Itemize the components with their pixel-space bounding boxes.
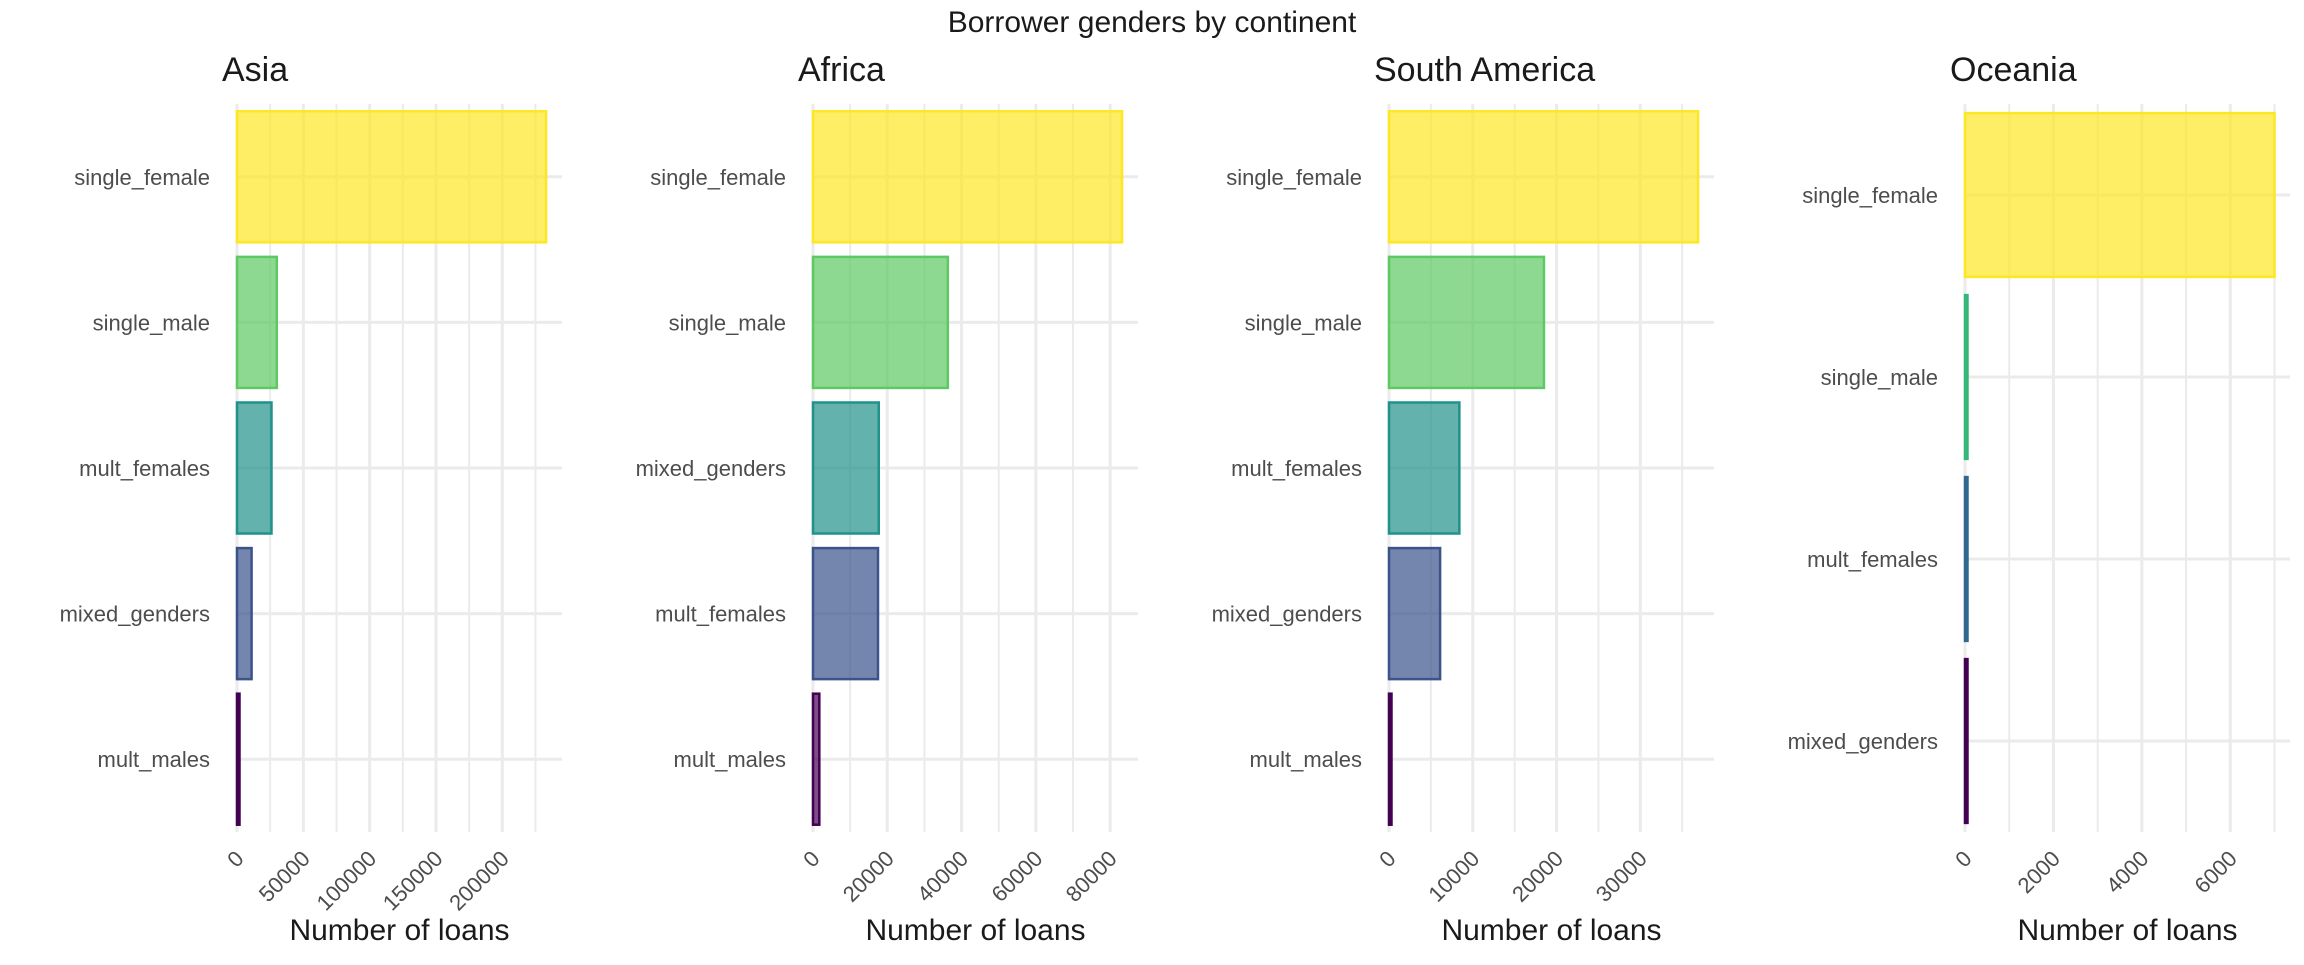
x-tick-label: 80000 bbox=[1061, 846, 1122, 907]
facet-oceania: Oceania single_female single_male mult_fema… bbox=[1788, 51, 2290, 947]
category-label: single_female bbox=[1226, 165, 1362, 190]
x-tick-label: 150000 bbox=[378, 846, 448, 916]
bar-mixed-genders bbox=[1387, 546, 1442, 681]
x-tick-label: 50000 bbox=[254, 846, 315, 907]
category-label: mult_males bbox=[674, 747, 786, 772]
x-tick-label: 0 bbox=[222, 846, 248, 872]
category-label: mult_males bbox=[1250, 747, 1362, 772]
x-tick-label: 60000 bbox=[986, 846, 1047, 907]
category-label: mult_males bbox=[98, 747, 210, 772]
category-label: single_female bbox=[74, 165, 210, 190]
category-label: single_male bbox=[1821, 365, 1938, 390]
x-tick-label: 200000 bbox=[444, 846, 514, 916]
bar-single-male bbox=[235, 255, 279, 390]
category-label: mixed_genders bbox=[1212, 602, 1362, 627]
bar-mixed-genders bbox=[811, 401, 880, 535]
x-tick-label: 40000 bbox=[912, 846, 973, 907]
x-tick-label: 20000 bbox=[838, 846, 899, 907]
x-tick-label: 100000 bbox=[312, 846, 382, 916]
facet-asia: Asia single_female single_male mult_females… bbox=[60, 51, 562, 947]
bar-mixed-genders bbox=[1963, 657, 1969, 825]
category-label: single_male bbox=[669, 310, 786, 335]
bar-single-female bbox=[1963, 111, 2276, 279]
x-tick-label: 0 bbox=[1374, 846, 1400, 872]
category-label: mixed_genders bbox=[60, 602, 210, 627]
bar-single-female bbox=[811, 110, 1124, 244]
category-label: mult_females bbox=[655, 602, 786, 627]
x-tick-label: 2000 bbox=[2013, 846, 2065, 898]
category-label: single_male bbox=[1245, 310, 1362, 335]
category-label: single_female bbox=[1802, 183, 1938, 208]
category-label: mult_females bbox=[79, 456, 210, 481]
bar-single-male bbox=[811, 255, 950, 390]
x-tick-label: 4000 bbox=[2101, 846, 2153, 898]
facet-title-south-america: South America bbox=[1374, 51, 1595, 89]
bar-mult-females bbox=[811, 546, 880, 681]
category-label: single_female bbox=[650, 165, 786, 190]
x-tick-label: 0 bbox=[1950, 846, 1976, 872]
bar-single-female bbox=[235, 110, 548, 244]
x-axis-title: Number of loans bbox=[2017, 914, 2237, 947]
x-tick-label: 30000 bbox=[1591, 846, 1652, 907]
x-tick-label: 0 bbox=[798, 846, 824, 872]
x-tick-label: 10000 bbox=[1423, 846, 1484, 907]
bar-mult-males bbox=[1387, 692, 1393, 826]
figure-title: Borrower genders by continent bbox=[948, 6, 1357, 39]
x-tick-label: 20000 bbox=[1507, 846, 1568, 907]
x-axis-title: Number of loans bbox=[865, 914, 1085, 947]
category-label: mixed_genders bbox=[1788, 729, 1938, 754]
bar-mult-females bbox=[235, 401, 273, 535]
bar-mult-females bbox=[1963, 475, 1969, 643]
bar-mult-males bbox=[811, 692, 821, 826]
facet-title-asia: Asia bbox=[222, 51, 288, 89]
category-label: mult_females bbox=[1231, 456, 1362, 481]
bar-single-male bbox=[1963, 293, 1969, 461]
bar-mult-males bbox=[235, 692, 241, 826]
facet-title-oceania: Oceania bbox=[1950, 51, 2077, 89]
x-axis-title: Number of loans bbox=[1441, 914, 1661, 947]
x-tick-label: 6000 bbox=[2190, 846, 2242, 898]
category-label: single_male bbox=[93, 310, 210, 335]
category-label: mult_females bbox=[1807, 547, 1938, 572]
category-label: mixed_genders bbox=[636, 456, 786, 481]
facet-africa: Africa single_female single_male mixed_gend… bbox=[636, 51, 1138, 947]
facet-south-america: South America single_female single_malemul… bbox=[1212, 51, 1714, 947]
bar-mixed-genders bbox=[235, 546, 253, 681]
facet-title-africa: Africa bbox=[798, 51, 885, 89]
bar-single-male bbox=[1387, 255, 1546, 390]
bar-mult-females bbox=[1387, 401, 1461, 535]
x-axis-title: Number of loans bbox=[289, 914, 509, 947]
bar-single-female bbox=[1387, 110, 1700, 244]
